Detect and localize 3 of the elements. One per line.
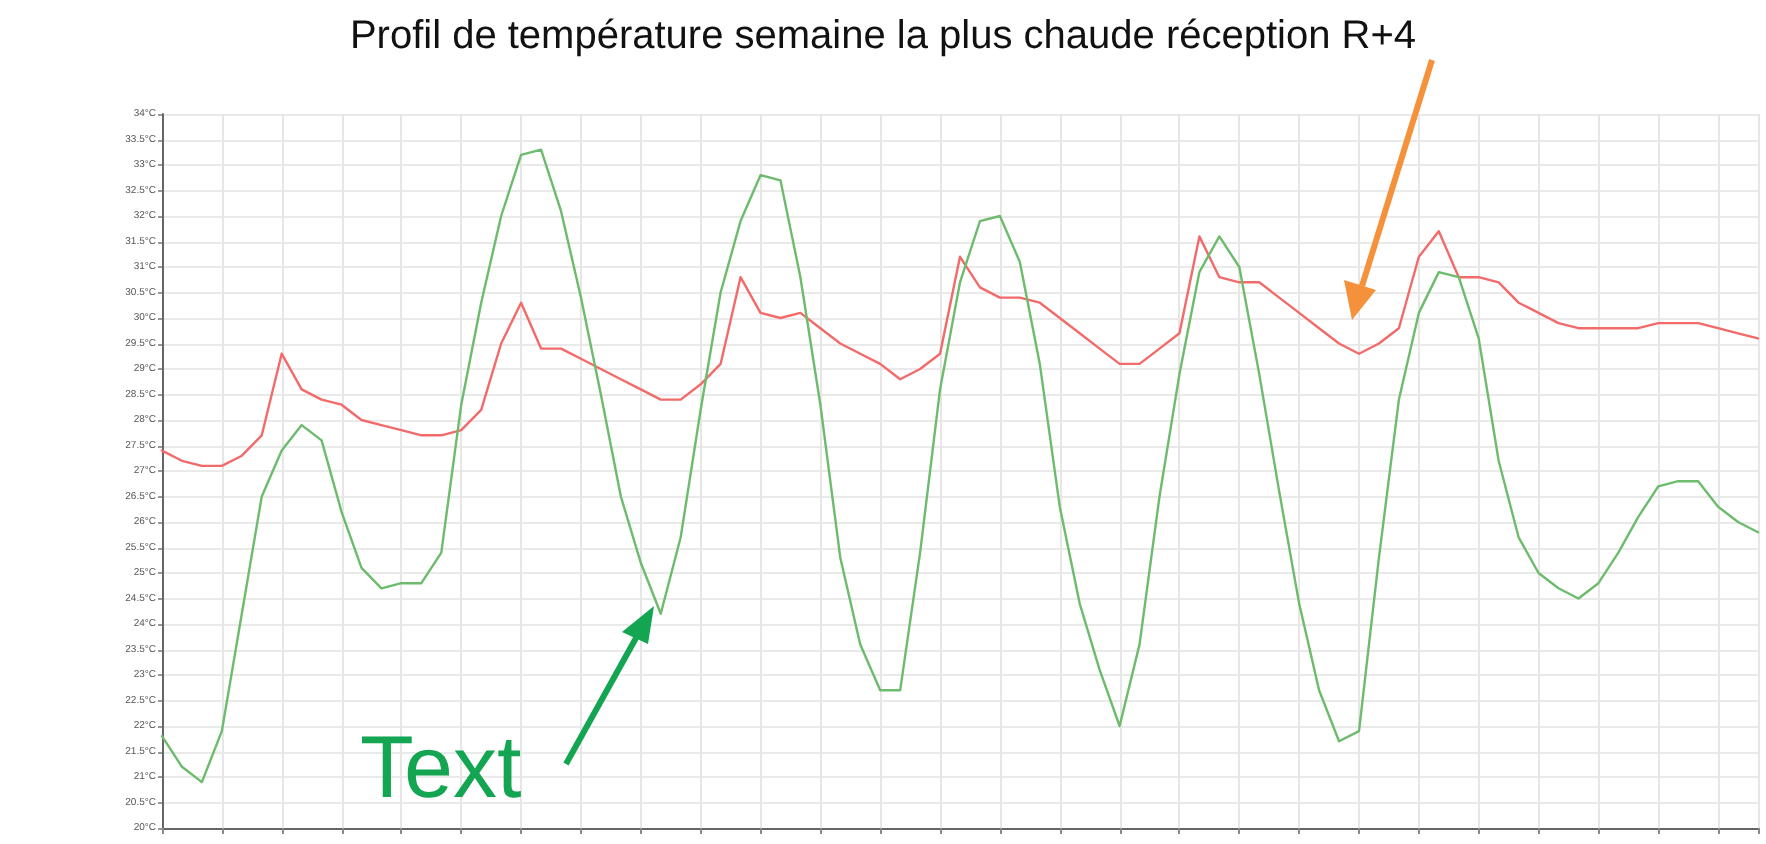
annotation: Text: [360, 719, 522, 817]
line-series: [160, 230, 1760, 468]
chart-title: Profil de température semaine la plus chaude réception R+4: [349, 14, 1417, 58]
